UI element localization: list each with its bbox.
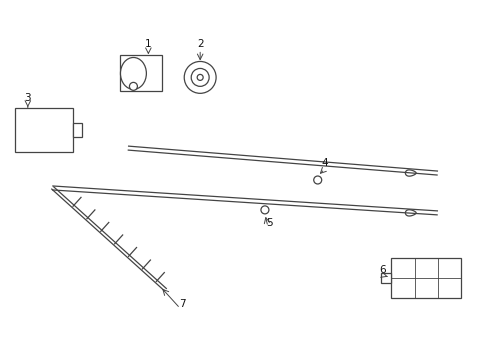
Bar xyxy=(121,55,162,91)
Text: 4: 4 xyxy=(321,158,328,168)
Text: 1: 1 xyxy=(145,39,152,49)
Text: 3: 3 xyxy=(24,93,31,103)
Bar xyxy=(382,273,392,283)
Ellipse shape xyxy=(129,82,137,90)
Ellipse shape xyxy=(121,58,147,89)
Polygon shape xyxy=(405,210,416,216)
Ellipse shape xyxy=(197,75,203,80)
Ellipse shape xyxy=(261,206,269,214)
Bar xyxy=(392,258,461,298)
Ellipse shape xyxy=(191,68,209,86)
Ellipse shape xyxy=(314,176,322,184)
Bar xyxy=(15,108,73,152)
Text: 5: 5 xyxy=(267,218,273,228)
Text: 7: 7 xyxy=(179,300,186,310)
Polygon shape xyxy=(405,170,416,176)
Text: 2: 2 xyxy=(197,39,203,49)
Text: 6: 6 xyxy=(379,265,386,275)
Ellipse shape xyxy=(184,62,216,93)
Bar xyxy=(73,123,82,137)
